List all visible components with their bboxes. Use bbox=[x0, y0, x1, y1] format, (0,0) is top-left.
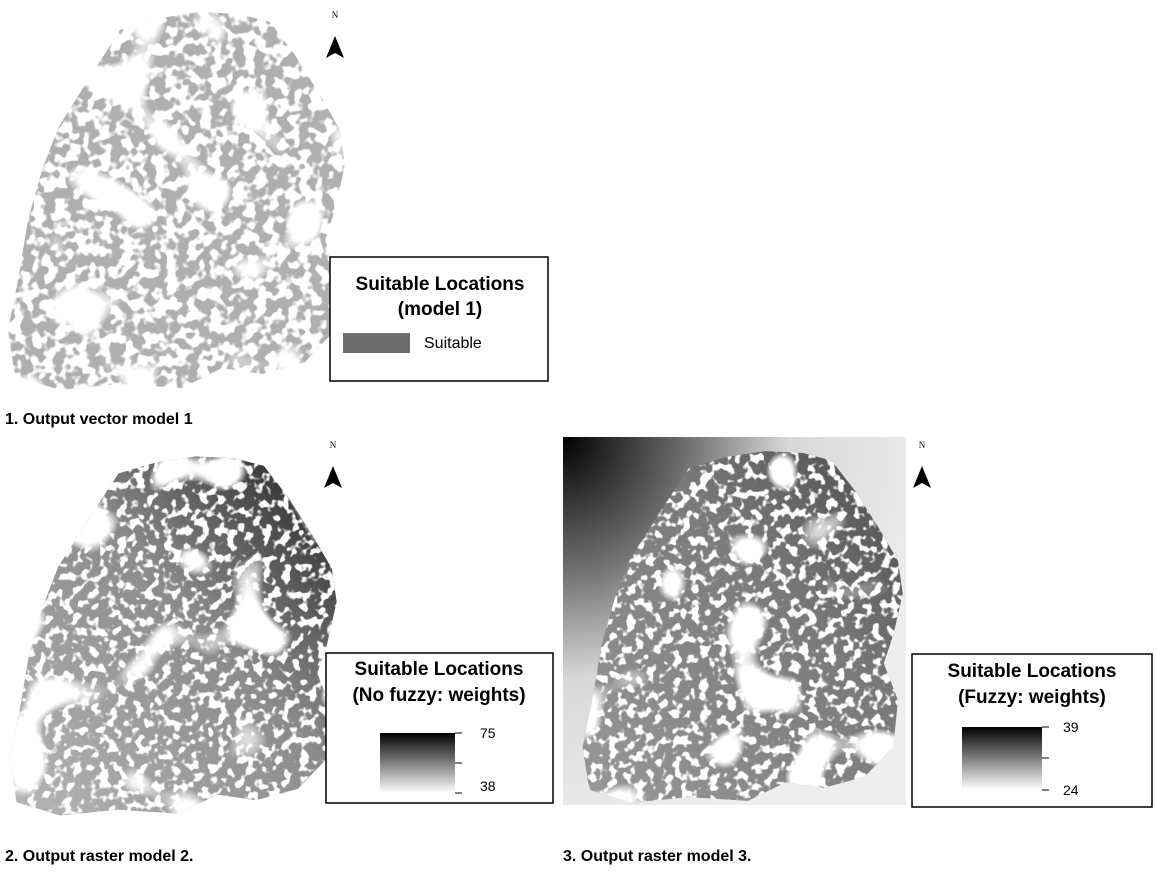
legend-title: (Fuzzy: weights) bbox=[958, 687, 1106, 708]
legend-swatch bbox=[343, 333, 410, 353]
legend-title: Suitable Locations bbox=[948, 661, 1117, 682]
legend-ramp bbox=[380, 733, 455, 793]
legend-title: (No fuzzy: weights) bbox=[352, 685, 525, 706]
legend-title: (model 1) bbox=[398, 299, 482, 320]
north-label: N bbox=[332, 10, 339, 20]
map-model-1 bbox=[0, 0, 350, 395]
legend-high: 75 bbox=[480, 725, 496, 741]
legend-title: Suitable Locations bbox=[356, 274, 525, 295]
caption: 2. Output raster model 2. bbox=[5, 848, 193, 865]
north-arrow: N bbox=[913, 440, 931, 488]
legend-title: Suitable Locations bbox=[355, 659, 524, 680]
map-model-2 bbox=[0, 440, 350, 820]
legend-high: 39 bbox=[1063, 719, 1079, 735]
map-model-3 bbox=[560, 430, 910, 810]
north-label: N bbox=[330, 440, 337, 450]
caption: 3. Output raster model 3. bbox=[563, 848, 751, 865]
north-arrow: N bbox=[326, 10, 344, 58]
caption: 1. Output vector model 1 bbox=[5, 411, 193, 428]
legend-label: Suitable bbox=[424, 335, 482, 352]
legend-ramp bbox=[962, 727, 1042, 790]
figure: N Suitable Locations (model 1) Suitable … bbox=[0, 0, 1157, 873]
legend-low: 38 bbox=[480, 778, 496, 794]
legend-low: 24 bbox=[1063, 782, 1079, 798]
north-label: N bbox=[919, 440, 926, 450]
north-arrow: N bbox=[324, 440, 342, 488]
